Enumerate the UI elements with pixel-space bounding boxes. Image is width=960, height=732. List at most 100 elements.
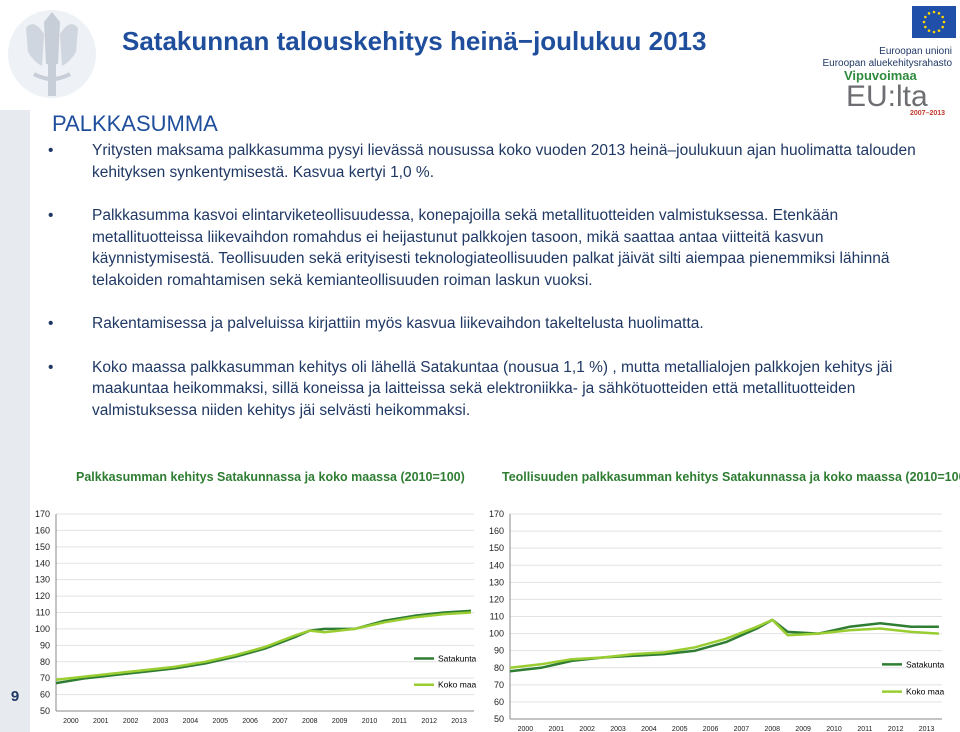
eu-star bbox=[937, 29, 941, 32]
y-tick-label: 170 bbox=[35, 509, 50, 519]
bullet-marker: • bbox=[48, 207, 54, 224]
chart-1-caption: Palkkasumman kehitys Satakunnassa ja kok… bbox=[76, 470, 465, 484]
y-tick-label: 70 bbox=[494, 680, 504, 690]
x-tick-label: 2004 bbox=[641, 726, 657, 732]
y-tick-label: 100 bbox=[489, 629, 504, 639]
x-tick-label: 2011 bbox=[857, 726, 872, 732]
bullet-marker: • bbox=[48, 142, 54, 159]
eu-star bbox=[937, 12, 941, 15]
eu-lta-text: EU:lta bbox=[846, 80, 928, 113]
y-tick-label: 110 bbox=[490, 612, 504, 622]
bullet-text: Yritysten maksama palkkasumma pysyi liev… bbox=[92, 142, 916, 181]
x-tick-label: 2012 bbox=[888, 726, 904, 732]
x-tick-label: 2002 bbox=[123, 718, 139, 725]
bullet-text: Palkkasumma kasvoi elintarviketeollisuud… bbox=[92, 207, 890, 289]
eu-flag-icon bbox=[912, 6, 956, 38]
y-tick-label: 150 bbox=[489, 543, 504, 553]
y-tick-label: 90 bbox=[494, 646, 504, 656]
bullet-marker: • bbox=[48, 315, 54, 332]
y-tick-label: 160 bbox=[35, 525, 50, 535]
x-tick-label: 2009 bbox=[332, 718, 348, 725]
x-tick-label: 2005 bbox=[672, 726, 688, 732]
x-tick-label: 2008 bbox=[302, 718, 318, 725]
x-tick-label: 2006 bbox=[242, 718, 258, 725]
eu-vipuvoimaa-text: Vipuvoimaa bbox=[844, 68, 917, 83]
chart-2: 50 60 70 80 90 100 110 120 130 140 150 160 170 2000 20… bbox=[478, 500, 946, 732]
chart-2-svg: 50 60 70 80 90 100 110 120 130 140 150 160 170 2000 20… bbox=[489, 509, 945, 732]
bullet-item: • Rakentamisessa ja palveluissa kirjatti… bbox=[48, 313, 948, 335]
x-tick-label: 2000 bbox=[63, 718, 79, 725]
eu-star bbox=[932, 10, 936, 14]
x-tick-label: 2004 bbox=[183, 718, 199, 725]
x-tick-label: 2011 bbox=[392, 718, 407, 725]
bullet-marker: • bbox=[48, 358, 54, 376]
x-tick-label: 2003 bbox=[610, 726, 626, 732]
chart-2-caption: Teollisuuden palkkasumman kehitys Sataku… bbox=[502, 470, 960, 484]
university-logo bbox=[4, 4, 100, 104]
bullet-list: • Yritysten maksama palkkasumma pysyi li… bbox=[48, 140, 948, 421]
eu-star bbox=[932, 30, 936, 34]
y-tick-label: 130 bbox=[35, 575, 50, 585]
x-tick-label: 2008 bbox=[764, 726, 780, 732]
y-tick-label: 50 bbox=[494, 714, 504, 724]
x-tick-label: 2000 bbox=[518, 726, 534, 732]
bullet-item: • Koko maassa palkkasumman kehitys oli l… bbox=[48, 357, 948, 422]
eu-star bbox=[942, 20, 946, 24]
eu-star bbox=[922, 20, 926, 24]
eu-star bbox=[924, 15, 927, 19]
x-tick-label: 2001 bbox=[93, 718, 109, 725]
y-tick-label: 70 bbox=[40, 673, 50, 683]
bullet-text: Koko maassa palkkasumman kehitys oli läh… bbox=[92, 358, 893, 419]
eu-star bbox=[927, 29, 931, 32]
y-tick-label: 100 bbox=[35, 624, 50, 634]
bullet-item: • Palkkasumma kasvoi elintarviketeollisu… bbox=[48, 205, 948, 291]
page-title: Satakunnan talouskehitys heinä−joulukuu … bbox=[122, 26, 707, 56]
series-line-satakunta bbox=[55, 609, 472, 685]
x-tick-label: 2013 bbox=[919, 726, 935, 732]
bullet-text: Rakentamisessa ja palveluissa kirjattiin… bbox=[92, 315, 704, 332]
series-line-koko-maa bbox=[55, 611, 472, 682]
left-sidebar-strip bbox=[0, 110, 30, 732]
eu-years-text: 2007–2013 bbox=[910, 110, 946, 117]
y-tick-label: 170 bbox=[489, 509, 504, 519]
x-tick-label: 2002 bbox=[579, 726, 595, 732]
y-tick-label: 80 bbox=[40, 657, 50, 667]
series-line-koko-maa bbox=[509, 618, 939, 670]
y-tick-label: 140 bbox=[489, 560, 504, 570]
y-tick-label: 120 bbox=[35, 591, 50, 601]
x-tick-label: 2006 bbox=[703, 726, 719, 732]
y-tick-label: 60 bbox=[40, 690, 50, 700]
eu-star bbox=[924, 25, 927, 29]
x-tick-label: 2010 bbox=[362, 718, 378, 725]
eu-star bbox=[941, 15, 944, 19]
chart-1-svg: 50 60 70 80 90 100 110 120 130 140 150 160 170 2000 20… bbox=[35, 509, 477, 725]
eu-star bbox=[941, 25, 944, 29]
y-tick-label: 150 bbox=[35, 542, 50, 552]
eu-fund-text: Euroopan aluekehitysrahasto bbox=[822, 58, 952, 69]
y-tick-label: 140 bbox=[35, 558, 50, 568]
y-tick-label: 160 bbox=[489, 526, 504, 536]
page-number: 9 bbox=[10, 688, 20, 705]
x-tick-label: 2007 bbox=[734, 726, 750, 732]
x-tick-label: 2005 bbox=[212, 718, 228, 725]
legend-label: Satakunta bbox=[438, 653, 477, 663]
section-heading: PALKKASUMMA bbox=[52, 111, 218, 136]
x-tick-label: 2001 bbox=[548, 726, 564, 732]
y-tick-label: 60 bbox=[494, 697, 504, 707]
y-tick-label: 90 bbox=[40, 640, 50, 650]
y-tick-label: 130 bbox=[489, 577, 504, 587]
x-tick-label: 2009 bbox=[795, 726, 811, 732]
x-tick-label: 2013 bbox=[451, 718, 467, 725]
chart-1: 50 60 70 80 90 100 110 120 130 140 150 160 170 2000 20… bbox=[30, 500, 478, 730]
y-tick-label: 110 bbox=[36, 608, 50, 618]
eu-union-text: Euroopan unioni bbox=[879, 46, 952, 57]
x-tick-label: 2010 bbox=[826, 726, 842, 732]
eu-logo: Euroopan unioni Euroopan aluekehitysraha… bbox=[822, 6, 956, 118]
bullet-item: • Yritysten maksama palkkasumma pysyi li… bbox=[48, 140, 948, 183]
y-tick-label: 80 bbox=[494, 663, 504, 673]
x-tick-label: 2007 bbox=[272, 718, 288, 725]
legend-label: Koko maa bbox=[438, 680, 477, 690]
x-tick-label: 2012 bbox=[421, 718, 437, 725]
legend-label: Satakunta bbox=[906, 659, 945, 669]
y-tick-label: 50 bbox=[40, 706, 50, 716]
